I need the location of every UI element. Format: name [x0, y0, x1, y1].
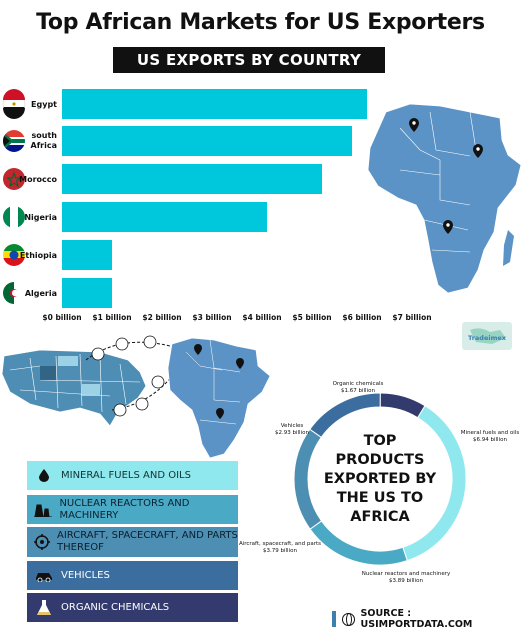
donut-slice-label: Mineral fuels and oils: [461, 430, 520, 436]
source-credit: SOURCE : USIMPORTDATA.COM: [332, 608, 521, 630]
route-icon: [113, 403, 127, 417]
globe-icon: [341, 612, 355, 626]
legend-label: NUCLEAR REACTORS AND MACHINERY: [59, 497, 190, 521]
bar-category-label: south Africa: [31, 131, 58, 150]
legend-label: MINERAL FUELS AND OILS: [61, 469, 191, 481]
bar-category-label: Morocco: [19, 175, 57, 184]
car-icon: [33, 565, 55, 587]
bar: [62, 126, 352, 156]
map-pin-icon: [443, 220, 453, 234]
legend-item-aircraft: AIRCRAFT, SPACECRAFT, AND PARTS THEREOF: [27, 527, 238, 557]
route-icon: [115, 337, 129, 351]
power-plant-icon: [33, 499, 53, 521]
donut-slice-value: $2.93 billion: [275, 430, 309, 436]
flag-nigeria-icon: [3, 206, 25, 228]
donut-slice-label: Vehicles: [281, 423, 304, 429]
x-tick-label: $6 billion: [342, 313, 381, 322]
watermark-logo: Tradeimex: [462, 322, 512, 350]
bar: [62, 202, 267, 232]
source-accent-bar: [332, 611, 336, 627]
bar: [62, 89, 367, 119]
flask-icon: [33, 597, 55, 619]
source-text: SOURCE : USIMPORTDATA.COM: [360, 608, 473, 630]
legend-label: ORGANIC CHEMICALS: [61, 601, 170, 613]
legend-item-mineral-fuels: MINERAL FUELS AND OILS: [27, 461, 238, 490]
africa-map-small: [167, 337, 271, 459]
donut-slice-label: Nuclear reactors and machinery: [362, 571, 451, 577]
x-tick-label: $3 billion: [192, 313, 231, 322]
donut-slice: [309, 520, 408, 566]
map-pin-icon: [473, 144, 483, 158]
donut-slice-value: $6.94 billion: [473, 437, 507, 443]
map-pin-icon: [236, 358, 244, 369]
x-tick-label: $2 billion: [142, 313, 181, 322]
donut-slice-value: $3.89 billion: [389, 578, 423, 584]
donut-slice: [309, 392, 381, 439]
legend-item-nuclear: NUCLEAR REACTORS AND MACHINERY: [27, 495, 238, 524]
route-icon: [91, 347, 105, 361]
flag-algeria-icon: [3, 282, 25, 304]
map-pin-icon: [409, 118, 419, 132]
x-tick-label: $1 billion: [92, 313, 131, 322]
bar: [62, 240, 112, 270]
map-pin-icon: [194, 344, 202, 355]
aircraft-parts-icon: [33, 531, 51, 553]
route-icon: [135, 397, 149, 411]
bar-chart: Egypt south Africa Morocco Nigeria Ethiopia Al…: [19, 89, 367, 308]
flag-egypt-icon: [2, 89, 26, 119]
x-tick-label: $4 billion: [242, 313, 281, 322]
bar-category-label: Algeria: [25, 289, 57, 298]
page-subtitle: US EXPORTS BY COUNTRY: [113, 47, 385, 73]
bar-chart-x-axis: $0 billion $1 billion $2 billion $3 billion…: [42, 313, 431, 322]
flag-morocco-icon: [3, 168, 25, 190]
madagascar-shape: [503, 230, 514, 266]
route-icon: [143, 335, 157, 349]
bar-category-label: Ethiopia: [20, 251, 57, 260]
flag-ethiopia-icon: [3, 244, 25, 266]
legend-item-organic-chemicals: ORGANIC CHEMICALS: [27, 593, 238, 622]
svg-text:Tradeimex: Tradeimex: [468, 334, 507, 342]
legend-label: AIRCRAFT, SPACECRAFT, AND PARTS THEREOF: [57, 530, 238, 553]
usa-map: [1, 349, 147, 427]
map-pin-icon: [216, 408, 224, 419]
donut-slice-value: $1.67 billion: [341, 388, 375, 394]
donut-slice: [379, 392, 426, 419]
donut-slice-label: Aircraft, spacecraft, and parts: [239, 541, 321, 547]
africa-map-large: [367, 103, 521, 294]
x-tick-label: $5 billion: [292, 313, 331, 322]
bar-category-label: Egypt: [31, 100, 57, 109]
x-tick-label: $0 billion: [42, 313, 81, 322]
trade-route: [85, 335, 173, 417]
x-tick-label: $7 billion: [392, 313, 431, 322]
donut-chart-labels: Mineral fuels and oils$6.94 billion Nucle…: [239, 381, 519, 584]
page-title: Top African Markets for US Exporters: [36, 10, 485, 35]
donut-center-text: TOP PRODUCTS EXPORTED BY THE US TO AFRIC…: [323, 433, 437, 525]
donut-chart: [293, 392, 467, 566]
legend-item-vehicles: VEHICLES: [27, 561, 238, 590]
donut-slice-value: $3.79 billion: [263, 548, 297, 554]
donut-slice-label: Organic chemicals: [333, 381, 384, 387]
legend-label: VEHICLES: [61, 569, 110, 581]
oil-drop-icon: [33, 465, 55, 487]
bar: [62, 164, 322, 194]
bar-category-label: Nigeria: [24, 213, 57, 222]
route-icon: [151, 375, 165, 389]
bar: [62, 278, 112, 308]
flag-south-africa-icon: [3, 130, 25, 152]
